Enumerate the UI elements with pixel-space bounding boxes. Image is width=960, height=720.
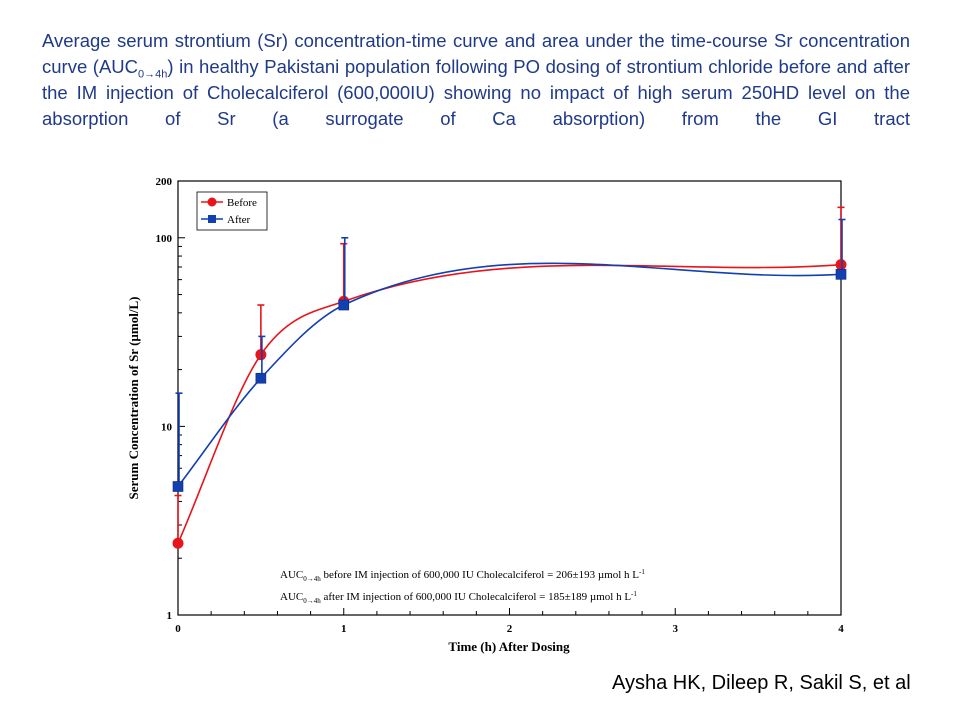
caption-text-part2: ) in healthy Pakistani population follow… xyxy=(42,56,910,129)
caption-text-part1: Average serum strontium (Sr) concentrati… xyxy=(42,30,910,77)
x-axis: 0 1 2 3 4 xyxy=(175,608,844,635)
data-point xyxy=(835,269,847,280)
x-tick-label: 2 xyxy=(507,623,513,635)
series-before xyxy=(172,206,847,549)
data-point xyxy=(172,481,184,492)
data-point xyxy=(255,349,267,361)
annotations: AUC0→4h before IM injection of 600,000 I… xyxy=(280,568,645,605)
legend: Before After xyxy=(196,191,268,231)
data-point xyxy=(835,259,847,271)
plot-frame xyxy=(177,180,842,616)
x-tick-label: 4 xyxy=(838,623,844,635)
legend-box xyxy=(196,191,268,231)
series-layer xyxy=(172,206,847,549)
y-axis-label: Serum Concentration of Sr (µmol/L) xyxy=(126,297,141,500)
legend-marker xyxy=(208,215,216,223)
data-point xyxy=(172,537,184,549)
data-point xyxy=(255,372,267,384)
data-point xyxy=(338,299,350,311)
caption-subscript: 0→4h xyxy=(138,68,168,81)
series-line xyxy=(177,262,842,487)
x-tick-label: 0 xyxy=(175,623,181,635)
series-line xyxy=(177,263,842,544)
y-axis: 1 10 100 200 xyxy=(156,176,185,622)
y-tick-label: 200 xyxy=(156,176,173,188)
auc-annotation: AUC0→4h after IM injection of 600,000 IU… xyxy=(280,590,637,605)
legend-label: Before xyxy=(227,197,257,209)
series-after xyxy=(172,218,847,492)
y-tick-label: 1 xyxy=(167,610,173,622)
author-credit: Aysha HK, Dileep R, Sakil S, et al xyxy=(612,672,911,694)
y-tick-label: 10 xyxy=(161,421,173,433)
auc-annotation: AUC0→4h before IM injection of 600,000 I… xyxy=(280,568,645,583)
y-tick-label: 100 xyxy=(156,233,173,245)
legend-label: After xyxy=(227,214,251,226)
x-tick-label: 1 xyxy=(341,623,347,635)
x-tick-label: 3 xyxy=(673,623,679,635)
figure-caption: Average serum strontium (Sr) concentrati… xyxy=(42,28,910,132)
legend-marker xyxy=(207,197,217,207)
x-axis-label: Time (h) After Dosing xyxy=(448,639,570,654)
